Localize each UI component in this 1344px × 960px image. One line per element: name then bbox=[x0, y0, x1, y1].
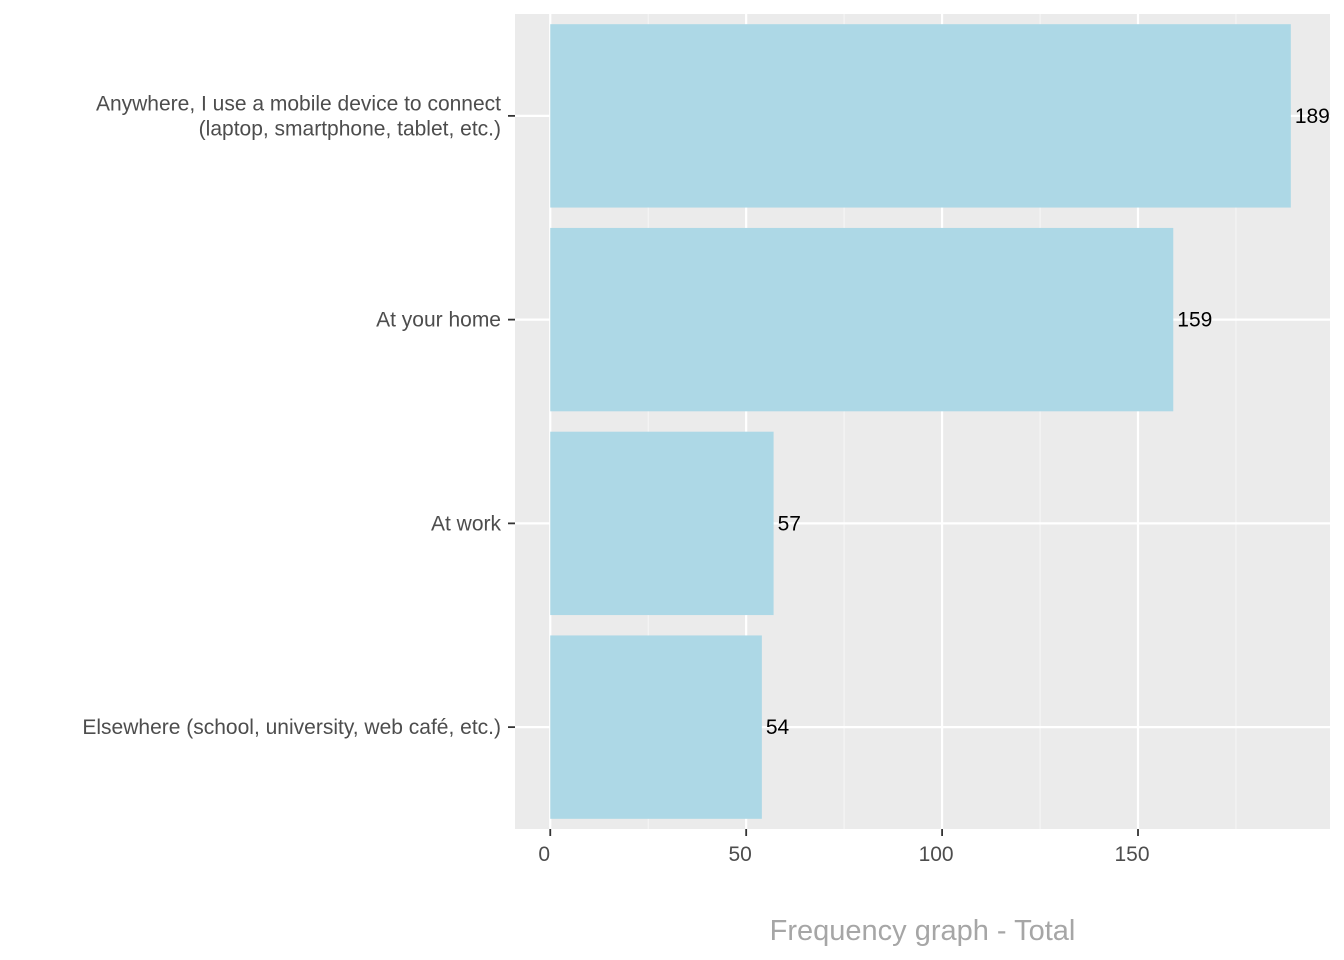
x-tick-label: 50 bbox=[728, 843, 751, 866]
y-axis: Anywhere, I use a mobile device to conne… bbox=[82, 92, 515, 739]
x-tick-label: 100 bbox=[919, 843, 954, 866]
data-label: 159 bbox=[1177, 309, 1212, 332]
x-tick-label: 0 bbox=[538, 843, 550, 866]
data-label: 57 bbox=[778, 512, 801, 535]
bar bbox=[550, 431, 774, 616]
y-tick-label: Elsewhere (school, university, web café,… bbox=[82, 716, 501, 739]
bar bbox=[550, 635, 762, 819]
bar bbox=[550, 227, 1174, 412]
x-tick-label: 150 bbox=[1114, 843, 1149, 866]
bars-group bbox=[550, 24, 1291, 819]
y-tick-label-line: At work bbox=[431, 512, 502, 535]
data-labels-group: 189 159 57 54 bbox=[766, 105, 1330, 739]
y-tick-label: At work bbox=[431, 512, 502, 535]
x-axis: 0 50 100 150 bbox=[538, 829, 1150, 866]
y-tick-label-line: Anywhere, I use a mobile device to conne… bbox=[96, 92, 501, 115]
y-tick-label: At your home bbox=[376, 309, 501, 332]
data-label: 189 bbox=[1295, 105, 1330, 128]
bar bbox=[550, 24, 1291, 208]
y-tick-label-line: Elsewhere (school, university, web café,… bbox=[82, 716, 501, 739]
data-label: 54 bbox=[766, 716, 790, 739]
x-axis-title: Frequency graph - Total bbox=[770, 915, 1076, 947]
y-tick-label: Anywhere, I use a mobile device to conne… bbox=[96, 92, 501, 140]
y-tick-label-line: At your home bbox=[376, 309, 501, 332]
y-tick-label-line: (laptop, smartphone, tablet, etc.) bbox=[199, 117, 501, 140]
